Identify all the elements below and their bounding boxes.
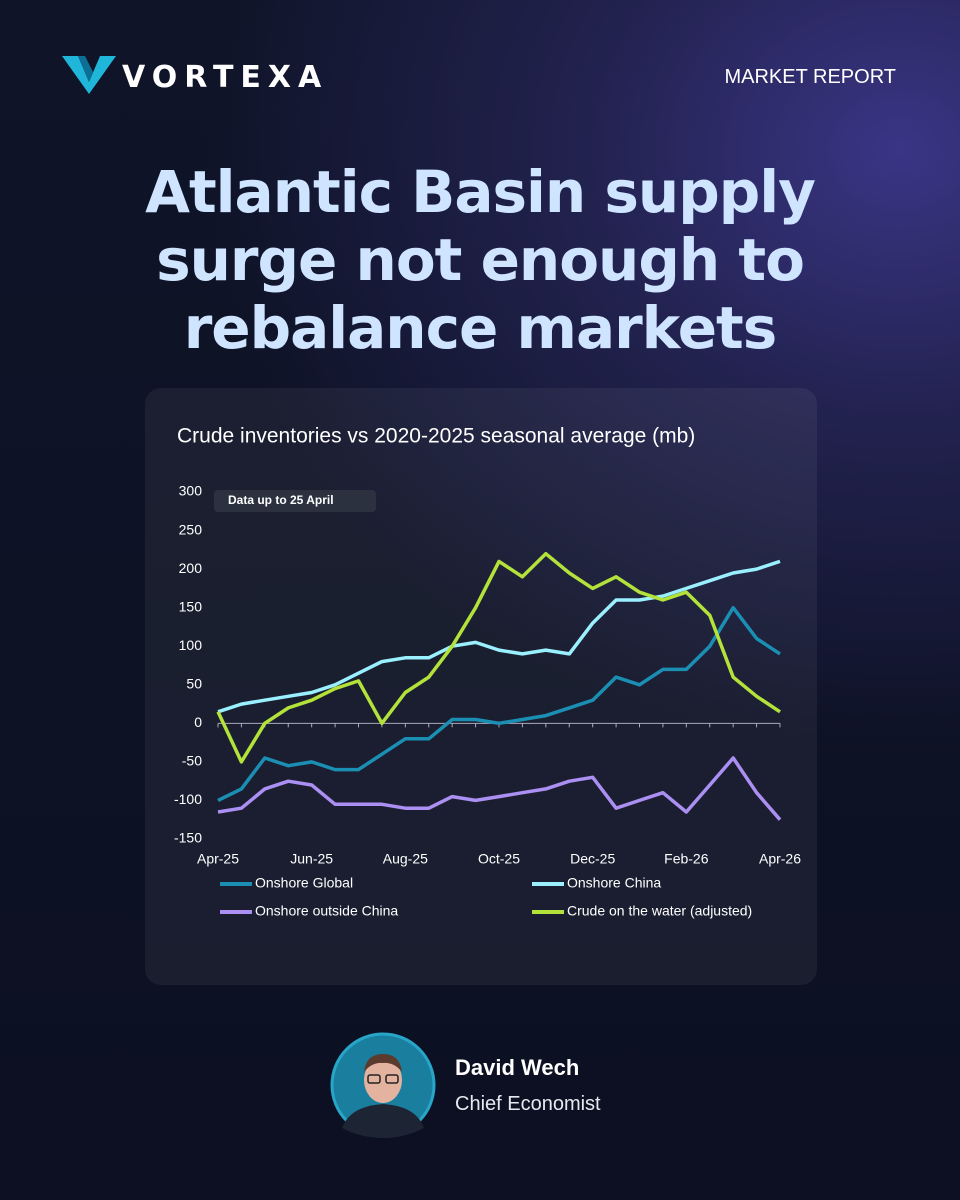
y-tick-label: -50 (182, 753, 202, 769)
author-photo (330, 1032, 436, 1138)
chart: Crude inventories vs 2020-2025 seasonal … (174, 425, 801, 919)
headline-line: Atlantic Basin supply (145, 158, 816, 226)
x-tick-label: Aug-25 (383, 851, 428, 867)
series-line (217, 559, 781, 714)
headline-line: surge not enough to (156, 226, 805, 294)
report-label: MARKET REPORT (724, 66, 896, 88)
x-tick-label: Feb-26 (664, 851, 709, 867)
series-line (217, 605, 781, 802)
legend-label: Onshore China (567, 875, 661, 891)
y-tick-label: 150 (179, 598, 203, 614)
headline-line: rebalance markets (183, 294, 778, 362)
author-role: Chief Economist (455, 1093, 601, 1115)
y-tick-label: 0 (194, 714, 202, 730)
logo-icon (62, 56, 116, 94)
x-tick-label: Apr-26 (759, 851, 801, 867)
chart-card (145, 388, 817, 985)
headline: Atlantic Basin supply surge not enough t… (0, 158, 960, 362)
x-tick-label: Jun-25 (290, 851, 333, 867)
legend-label: Onshore Global (255, 875, 353, 891)
y-tick-label: 300 (179, 483, 203, 499)
chart-title: Crude inventories vs 2020-2025 seasonal … (177, 425, 695, 448)
y-tick-label: 250 (179, 521, 203, 537)
y-tick-label: 200 (179, 560, 203, 576)
y-tick-label: -150 (174, 830, 202, 846)
legend-label: Onshore outside China (255, 903, 398, 919)
annotation: Data up to 25 April (228, 493, 334, 507)
x-tick-label: Apr-25 (197, 851, 239, 867)
series-line (216, 551, 781, 764)
author-name: David Wech (455, 1055, 580, 1080)
series-line (217, 756, 782, 821)
y-tick-label: 100 (179, 637, 203, 653)
y-tick-label: -100 (174, 791, 202, 807)
x-tick-label: Oct-25 (478, 851, 520, 867)
brand: VORTEXA (122, 60, 329, 95)
annotation-box (214, 490, 376, 512)
legend-label: Crude on the water (adjusted) (567, 903, 752, 919)
x-tick-label: Dec-25 (570, 851, 615, 867)
y-tick-label: 50 (186, 675, 202, 691)
